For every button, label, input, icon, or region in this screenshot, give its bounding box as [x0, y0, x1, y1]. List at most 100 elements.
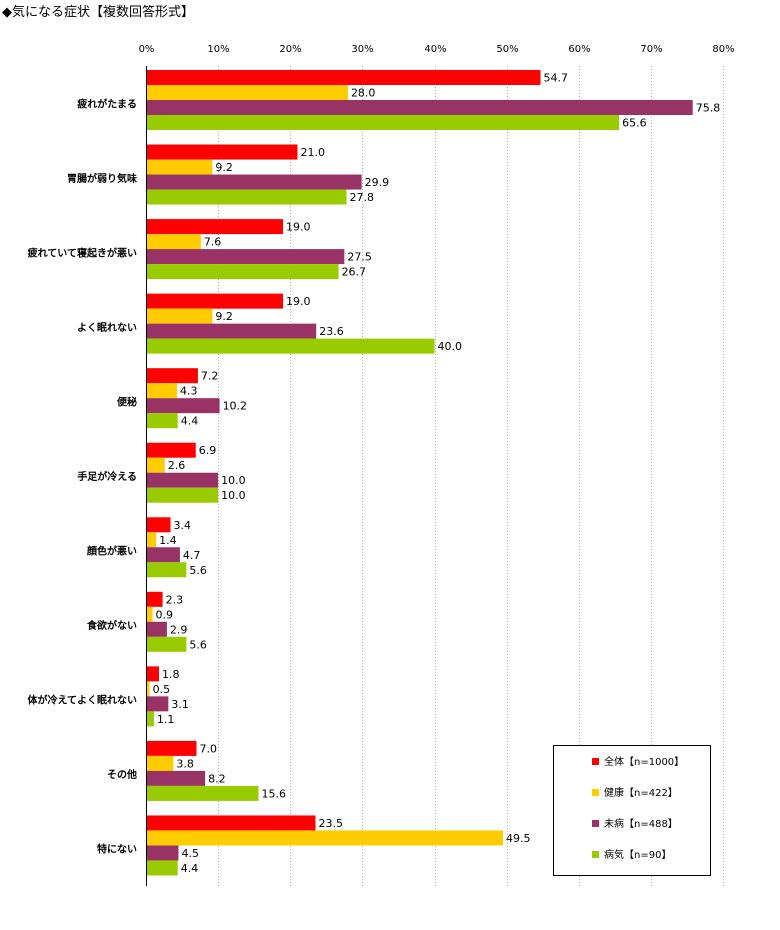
- bar: [146, 144, 298, 160]
- data-label: 4.4: [181, 862, 199, 875]
- bar: [146, 517, 171, 533]
- data-label: 19.0: [286, 295, 311, 308]
- data-label: 3.4: [174, 519, 192, 532]
- x-tick-label: 20%: [279, 44, 301, 55]
- data-label: 29.9: [365, 176, 390, 189]
- bar: [146, 413, 178, 429]
- bar: [146, 666, 159, 682]
- bar: [146, 115, 620, 130]
- x-tick-label: 70%: [640, 44, 662, 55]
- category-label: 疲れがたまる: [77, 97, 137, 110]
- legend-label: 未病【n=488】: [604, 817, 678, 830]
- legend: 全体【n=1000】健康【n=422】未病【n=488】病気【n=90】: [553, 745, 711, 876]
- legend-label: 全体【n=1000】: [604, 755, 684, 768]
- bar: [146, 532, 157, 548]
- data-label: 0.9: [155, 608, 173, 621]
- bar: [146, 174, 362, 190]
- data-label: 49.5: [506, 832, 531, 845]
- category-label: 体が冷えてよく眠れない: [28, 694, 138, 707]
- legend-swatch: [592, 789, 599, 796]
- data-label: 2.9: [170, 623, 188, 636]
- category-label: 食欲がない: [86, 619, 137, 632]
- bar: [146, 100, 693, 115]
- legend-swatch: [592, 851, 599, 858]
- bar: [146, 442, 196, 458]
- data-label: 27.8: [350, 191, 375, 204]
- bar: [146, 308, 213, 324]
- bar: [146, 85, 348, 100]
- x-axis-ticks: 0% 10% 20% 30% 40% 50% 60% 70% 80%: [139, 44, 735, 55]
- category-label: 胃腸が弱り気味: [67, 172, 137, 185]
- bar: [146, 293, 284, 309]
- bar: [146, 830, 504, 846]
- bar: [146, 219, 284, 235]
- x-tick-label: 60%: [568, 44, 590, 55]
- data-label: 21.0: [300, 146, 325, 159]
- bar: [146, 740, 197, 756]
- bar: [146, 159, 213, 175]
- data-label: 2.3: [166, 593, 184, 606]
- x-tick-label: 30%: [351, 44, 373, 55]
- data-label: 4.3: [180, 385, 198, 398]
- data-label: 2.6: [168, 459, 186, 472]
- bar: [146, 636, 187, 652]
- bar: [146, 249, 345, 265]
- data-labels: 54.7 28.0 75.8 65.6 21.0 9.2 29.9 27.8 19.0 7.6 27…: [153, 72, 721, 875]
- data-label: 23.6: [319, 325, 344, 338]
- data-label: 7.0: [199, 742, 217, 755]
- data-label: 0.5: [153, 683, 171, 696]
- data-label: 8.2: [208, 772, 226, 785]
- data-label: 28.0: [351, 87, 376, 100]
- data-label: 54.7: [544, 72, 569, 85]
- category-labels: 疲れがたまる胃腸が弱り気味疲れていて寝起きが悪いよく眠れない便秘手足が冷える顔色…: [28, 97, 138, 855]
- data-label: 4.7: [183, 549, 201, 562]
- bar: [146, 323, 317, 339]
- bar: [146, 845, 179, 861]
- data-label: 4.4: [181, 415, 199, 428]
- bar: [146, 398, 220, 414]
- bar: [146, 606, 153, 622]
- data-label: 26.7: [342, 266, 367, 279]
- data-label: 1.4: [159, 534, 177, 547]
- category-label: よく眠れない: [77, 322, 137, 334]
- legend-swatch: [592, 820, 599, 827]
- data-label: 10.2: [223, 400, 248, 413]
- data-label: 4.5: [181, 847, 199, 860]
- data-label: 6.9: [199, 444, 217, 457]
- legend-box: [553, 745, 711, 876]
- category-label: その他: [107, 768, 137, 781]
- data-label: 1.8: [162, 668, 180, 681]
- bar: [146, 383, 178, 399]
- legend-label: 病気【n=90】: [604, 848, 671, 861]
- bar: [146, 770, 206, 786]
- category-label: 顔色が悪い: [86, 545, 137, 558]
- bar: [146, 547, 180, 563]
- data-label: 9.2: [215, 161, 233, 174]
- bar: [146, 70, 541, 85]
- bar: [146, 368, 198, 384]
- category-label: 手足が冷える: [77, 470, 137, 483]
- category-label: 特にない: [97, 843, 137, 856]
- bar: [146, 338, 435, 354]
- bar: [146, 472, 219, 488]
- bar: [146, 621, 167, 637]
- bar: [146, 711, 154, 727]
- x-tick-label: 10%: [207, 44, 229, 55]
- data-label: 23.5: [318, 817, 343, 830]
- legend-swatch: [592, 758, 599, 765]
- category-label: 便秘: [117, 395, 137, 408]
- bar: [146, 264, 339, 280]
- data-label: 3.1: [171, 698, 189, 711]
- bar: [146, 860, 178, 876]
- bar: [146, 591, 163, 607]
- data-label: 3.8: [176, 757, 194, 770]
- data-label: 40.0: [438, 340, 463, 353]
- data-label: 10.0: [221, 474, 246, 487]
- data-label: 7.6: [204, 236, 222, 249]
- data-label: 9.2: [215, 310, 233, 323]
- legend-label: 健康【n=422】: [604, 786, 678, 799]
- data-label: 1.1: [157, 713, 175, 726]
- bar: [146, 681, 150, 697]
- bar: [146, 457, 165, 473]
